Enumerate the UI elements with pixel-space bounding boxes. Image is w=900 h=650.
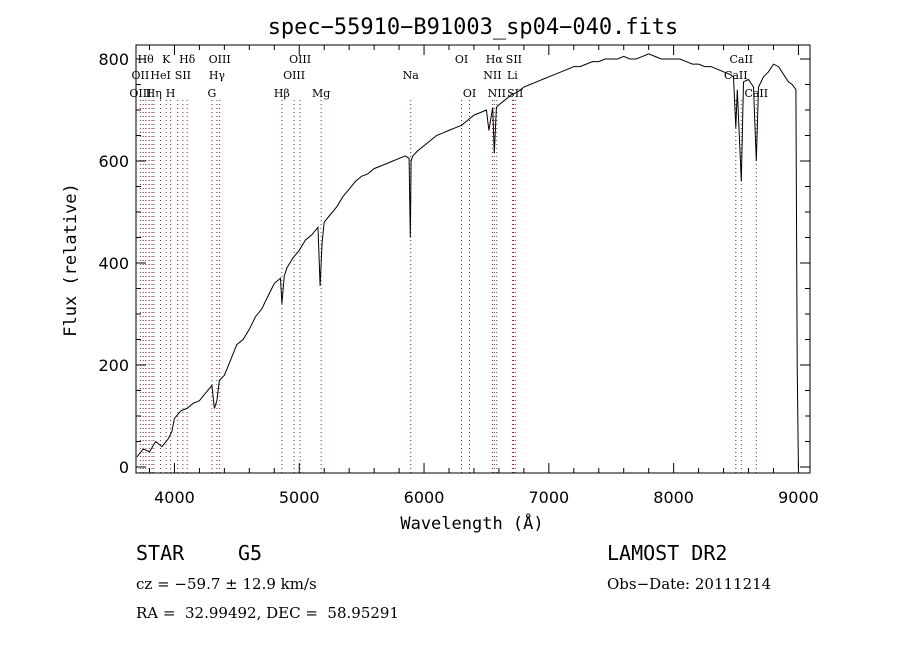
line-marker-label: HeI	[150, 69, 170, 82]
y-tick-label: 600	[98, 152, 129, 171]
x-axis-label: Wavelength (Å)	[400, 512, 543, 534]
spectrum-series-line	[136, 53, 799, 468]
plot-axes	[135, 44, 811, 474]
line-marker-label: Na	[403, 69, 420, 82]
observation-date: Obs−Date: 20111214	[607, 575, 772, 593]
x-tick-label: 4000	[154, 488, 195, 507]
line-marker-label: Li	[507, 69, 518, 82]
line-marker-label: CaII	[724, 69, 748, 82]
line-marker-label: CaII	[744, 87, 768, 100]
y-tick-label: 0	[119, 458, 129, 477]
coordinates-readout: RA = 32.99492, DEC = 58.95291	[136, 604, 400, 622]
x-tick-label: 7000	[528, 488, 569, 507]
line-marker-label: OI	[455, 53, 468, 66]
line-marker-label: Hγ	[209, 69, 226, 82]
line-marker-label: NII	[483, 69, 501, 82]
line-marker-label: OIII	[129, 87, 151, 100]
x-tick-label: 9000	[778, 488, 819, 507]
line-marker-label: Hδ	[179, 53, 196, 66]
line-marker-label: OIII	[209, 53, 231, 66]
line-marker-label: OIII	[289, 53, 311, 66]
velocity-readout: cz = −59.7 ± 12.9 km/s	[136, 575, 317, 593]
chart-title: spec−55910−B91003_sp04−040.fits	[268, 15, 679, 40]
line-marker-label: G	[208, 87, 217, 100]
x-tick-label: 6000	[404, 488, 445, 507]
line-marker-label: CaII	[729, 53, 753, 66]
line-marker-label: OIII	[283, 69, 305, 82]
line-marker-label: Hα	[486, 53, 504, 66]
y-axis-ticks: 0 200 400 600 800	[98, 50, 810, 477]
x-tick-label: 8000	[653, 488, 694, 507]
y-axis-label: Flux (relative)	[61, 183, 81, 337]
survey-name: LAMOST DR2	[607, 541, 728, 565]
line-marker-label: OI	[463, 87, 476, 100]
x-tick-label: 5000	[279, 488, 320, 507]
object-class: STAR	[136, 541, 185, 565]
line-marker-label: NII	[488, 87, 506, 100]
line-marker-label: K	[162, 53, 171, 66]
line-markers	[139, 100, 757, 473]
object-subclass: G5	[238, 541, 263, 565]
y-tick-label: 800	[98, 50, 129, 69]
line-marker-label: H	[166, 87, 176, 100]
x-axis-ticks: 4000 5000 6000 7000 8000 9000	[148, 45, 819, 507]
line-marker-label: Hβ	[274, 87, 290, 100]
line-marker-label: Mg	[312, 87, 330, 100]
plot-frame	[135, 44, 811, 474]
line-marker-label: SII	[175, 69, 191, 82]
y-tick-label: 200	[98, 356, 129, 375]
line-marker-label: Hη	[146, 87, 162, 100]
line-marker-label: OII	[132, 69, 150, 82]
y-tick-label: 400	[98, 254, 129, 273]
line-marker-label: SII	[506, 53, 522, 66]
